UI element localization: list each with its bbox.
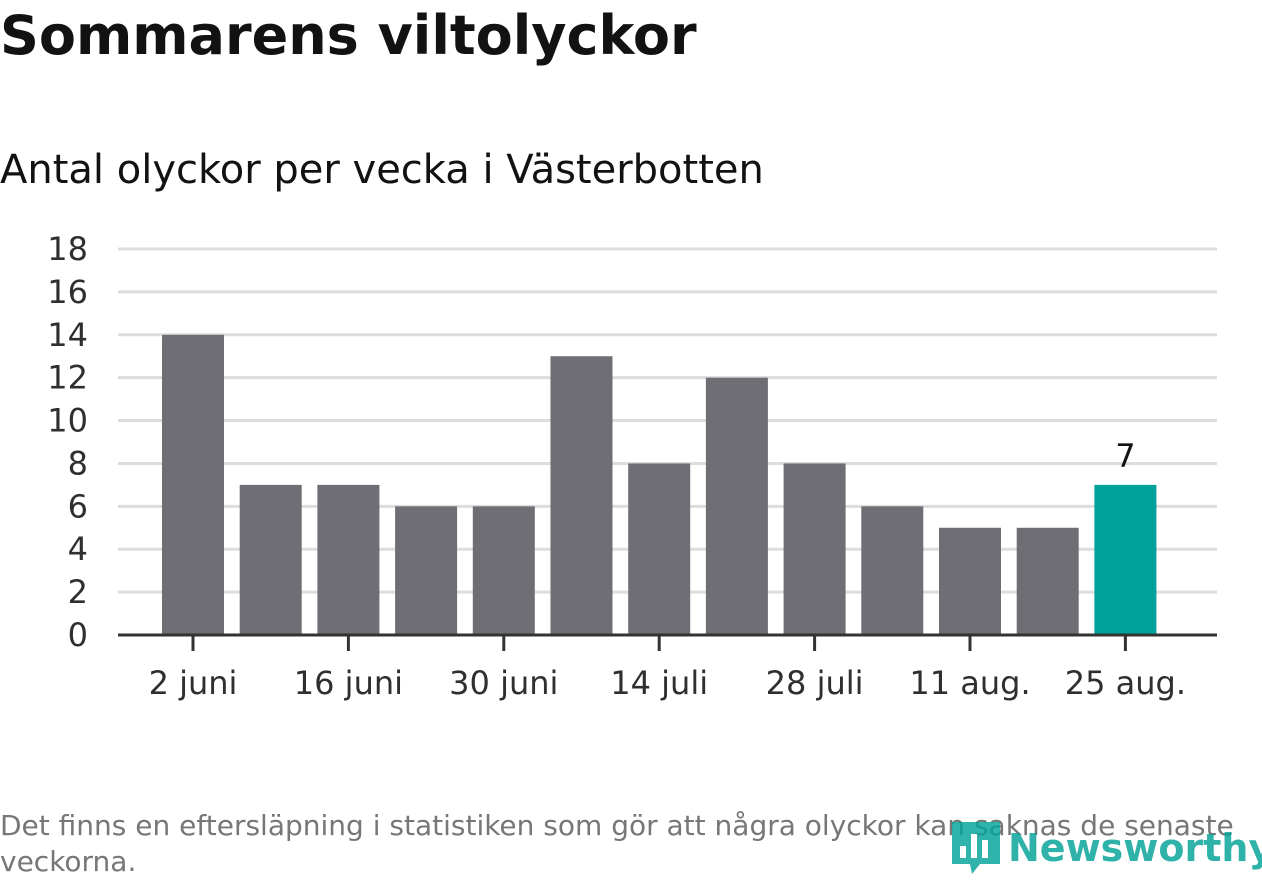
bar [550, 356, 613, 635]
x-axis-ticks: 2 juni 16 juni 30 juni 14 juli 28 juli 11 aug… [149, 635, 1186, 702]
chart-subtitle: Antal olyckor per vecka i Västerbotten [0, 147, 764, 193]
bar [1016, 527, 1079, 635]
chart-title: Sommarens viltolyckor [0, 4, 697, 67]
bar [239, 484, 302, 635]
bar [395, 506, 458, 635]
y-tick-label: 10 [47, 402, 88, 440]
bar-chart-icon [952, 822, 1000, 874]
y-tick-label: 8 [68, 444, 88, 482]
x-tick-label: 2 juni [149, 664, 238, 702]
bar [317, 484, 380, 635]
y-tick-label: 6 [68, 487, 88, 525]
bar [783, 463, 846, 635]
y-tick-label: 0 [68, 616, 88, 654]
bar [628, 463, 691, 635]
newsworthy-logo: Newsworthy [950, 820, 1262, 876]
data-labels: 7 [1115, 437, 1135, 475]
bar [861, 506, 924, 635]
y-tick-label: 18 [47, 230, 88, 268]
x-tick-label: 11 aug. [909, 664, 1030, 702]
bar [1094, 484, 1157, 635]
x-tick-label: 25 aug. [1065, 664, 1186, 702]
y-tick-label: 12 [47, 359, 88, 397]
y-tick-label: 16 [47, 273, 88, 311]
x-tick-label: 30 juni [449, 664, 558, 702]
y-tick-label: 2 [68, 573, 88, 611]
bar [705, 377, 768, 635]
y-axis-labels: 0 2 4 6 8 10 12 14 16 18 [47, 230, 88, 654]
y-tick-label: 14 [47, 316, 88, 354]
logo-text: Newsworthy [1008, 826, 1262, 870]
bar [472, 506, 535, 635]
x-tick-label: 14 juli [610, 664, 708, 702]
bar [162, 334, 224, 635]
data-label: 7 [1115, 437, 1135, 475]
x-tick-label: 16 juni [294, 664, 403, 702]
bars [162, 334, 1157, 635]
footnote: Det finns en eftersläpning i statistiken… [0, 809, 1234, 878]
y-tick-label: 4 [68, 530, 88, 568]
x-tick-label: 28 juli [766, 664, 864, 702]
bar [939, 527, 1001, 635]
